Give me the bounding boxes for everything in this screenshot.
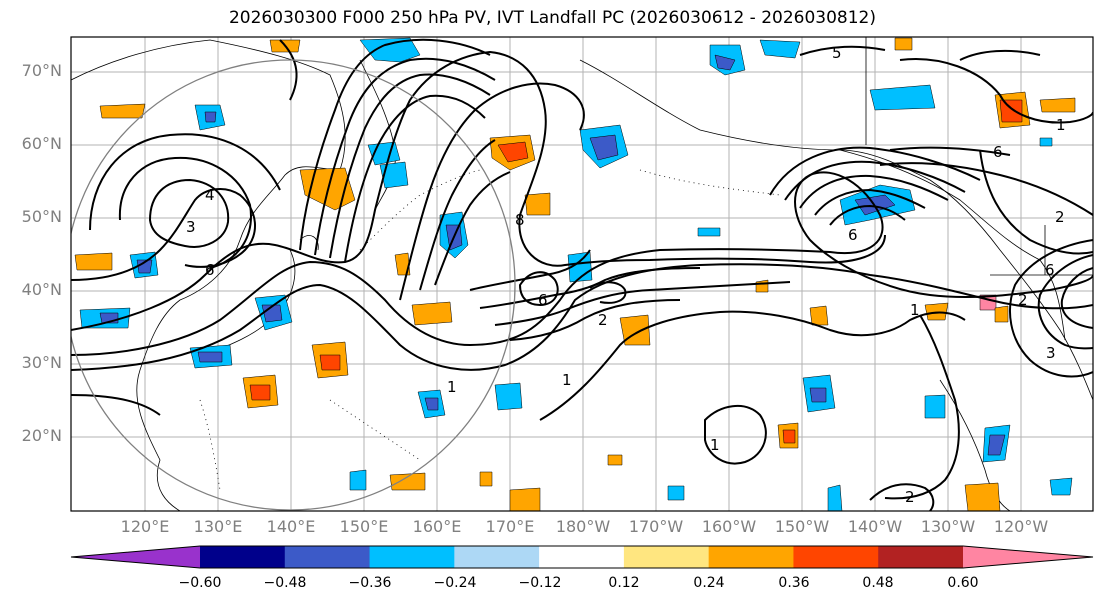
contour-label: 3 (186, 218, 196, 236)
contour-label: 1 (447, 378, 457, 396)
colorbar-cell (793, 546, 879, 568)
lat-label: 60°N (21, 134, 62, 153)
lon-label: 130°W (920, 517, 976, 536)
colorbar-tick-label: −0.60 (178, 575, 222, 591)
lon-label: 150°E (339, 517, 389, 536)
colorbar-cell (369, 546, 455, 568)
colorbar-cell (623, 546, 710, 568)
colorbar-extend-low (71, 546, 200, 568)
colorbar-tick-label: 0.48 (862, 575, 894, 591)
contour-label: 1 (910, 301, 920, 319)
contour-label: 6 (538, 291, 548, 309)
colorbar-tick-label: −0.24 (433, 575, 477, 591)
lon-label: 140°E (266, 517, 316, 536)
lon-label: 140°W (847, 517, 903, 536)
map-frame (70, 36, 1094, 512)
contour-labels: 5 4 3 1 6 2 1 1 2 2 3 6 8 6 2 6 1 1 6 (186, 44, 1066, 506)
contour-label: 1 (710, 436, 720, 454)
island-chain (199, 169, 781, 491)
colorbar-extend-high (963, 546, 1093, 568)
lat-label: 70°N (21, 61, 62, 80)
map-title: 2026030300 F000 250 hPa PV, IVT Landfall… (228, 8, 876, 28)
lon-label: 180°W (555, 517, 611, 536)
pv-contours (71, 38, 1093, 511)
borders (865, 37, 1093, 276)
lon-label: 160°W (701, 517, 757, 536)
contour-label: 2 (598, 311, 608, 329)
colorbar-tick-label: 0.60 (947, 575, 979, 591)
contour-label: 2 (1018, 291, 1028, 309)
contour-label: 3 (1046, 344, 1056, 362)
lon-label: 130°E (193, 517, 243, 536)
lon-label: 160°E (412, 517, 462, 536)
colorbar-tick-label: −0.48 (263, 575, 307, 591)
lat-label: 50°N (21, 207, 62, 226)
colorbar-cell (200, 546, 286, 568)
lat-label: 30°N (21, 353, 62, 372)
contour-label: 8 (515, 211, 525, 229)
colorbar-tick-label: 0.36 (778, 575, 810, 591)
lat-label: 20°N (21, 426, 62, 445)
colorbar-outline (70, 545, 1094, 569)
lon-label: 170°W (628, 517, 684, 536)
colorbar-tick-label: −0.12 (518, 575, 562, 591)
contour-label: 6 (993, 143, 1003, 161)
colorbar-cell (454, 546, 540, 568)
lat-label: 40°N (21, 280, 62, 299)
lon-label: 120°W (993, 517, 1049, 536)
contour-label: 2 (1055, 208, 1065, 226)
contour-label: 5 (832, 44, 842, 62)
contour-label: 6 (1045, 261, 1055, 279)
colorbar-tick-label: −0.36 (348, 575, 392, 591)
contour-label: 2 (905, 488, 915, 506)
contour-label: 6 (848, 226, 858, 244)
contour-label: 1 (562, 371, 572, 389)
contour-label: 1 (1056, 116, 1066, 134)
lon-label: 120°E (120, 517, 170, 536)
colorbar-tick-label: 0.24 (693, 575, 725, 591)
lon-label: 150°W (774, 517, 830, 536)
colorbar-cell (708, 546, 794, 568)
colorbar (70, 545, 1094, 569)
colorbar-cell (878, 546, 964, 568)
lon-label: 170°E (485, 517, 535, 536)
colorbar-cell (284, 546, 371, 568)
contour-label: 6 (205, 261, 215, 279)
colorbar-cell (539, 546, 625, 568)
contour-label: 4 (205, 186, 215, 204)
radius-circle (71, 59, 516, 511)
colorbar-tick-label: 0.12 (608, 575, 640, 591)
